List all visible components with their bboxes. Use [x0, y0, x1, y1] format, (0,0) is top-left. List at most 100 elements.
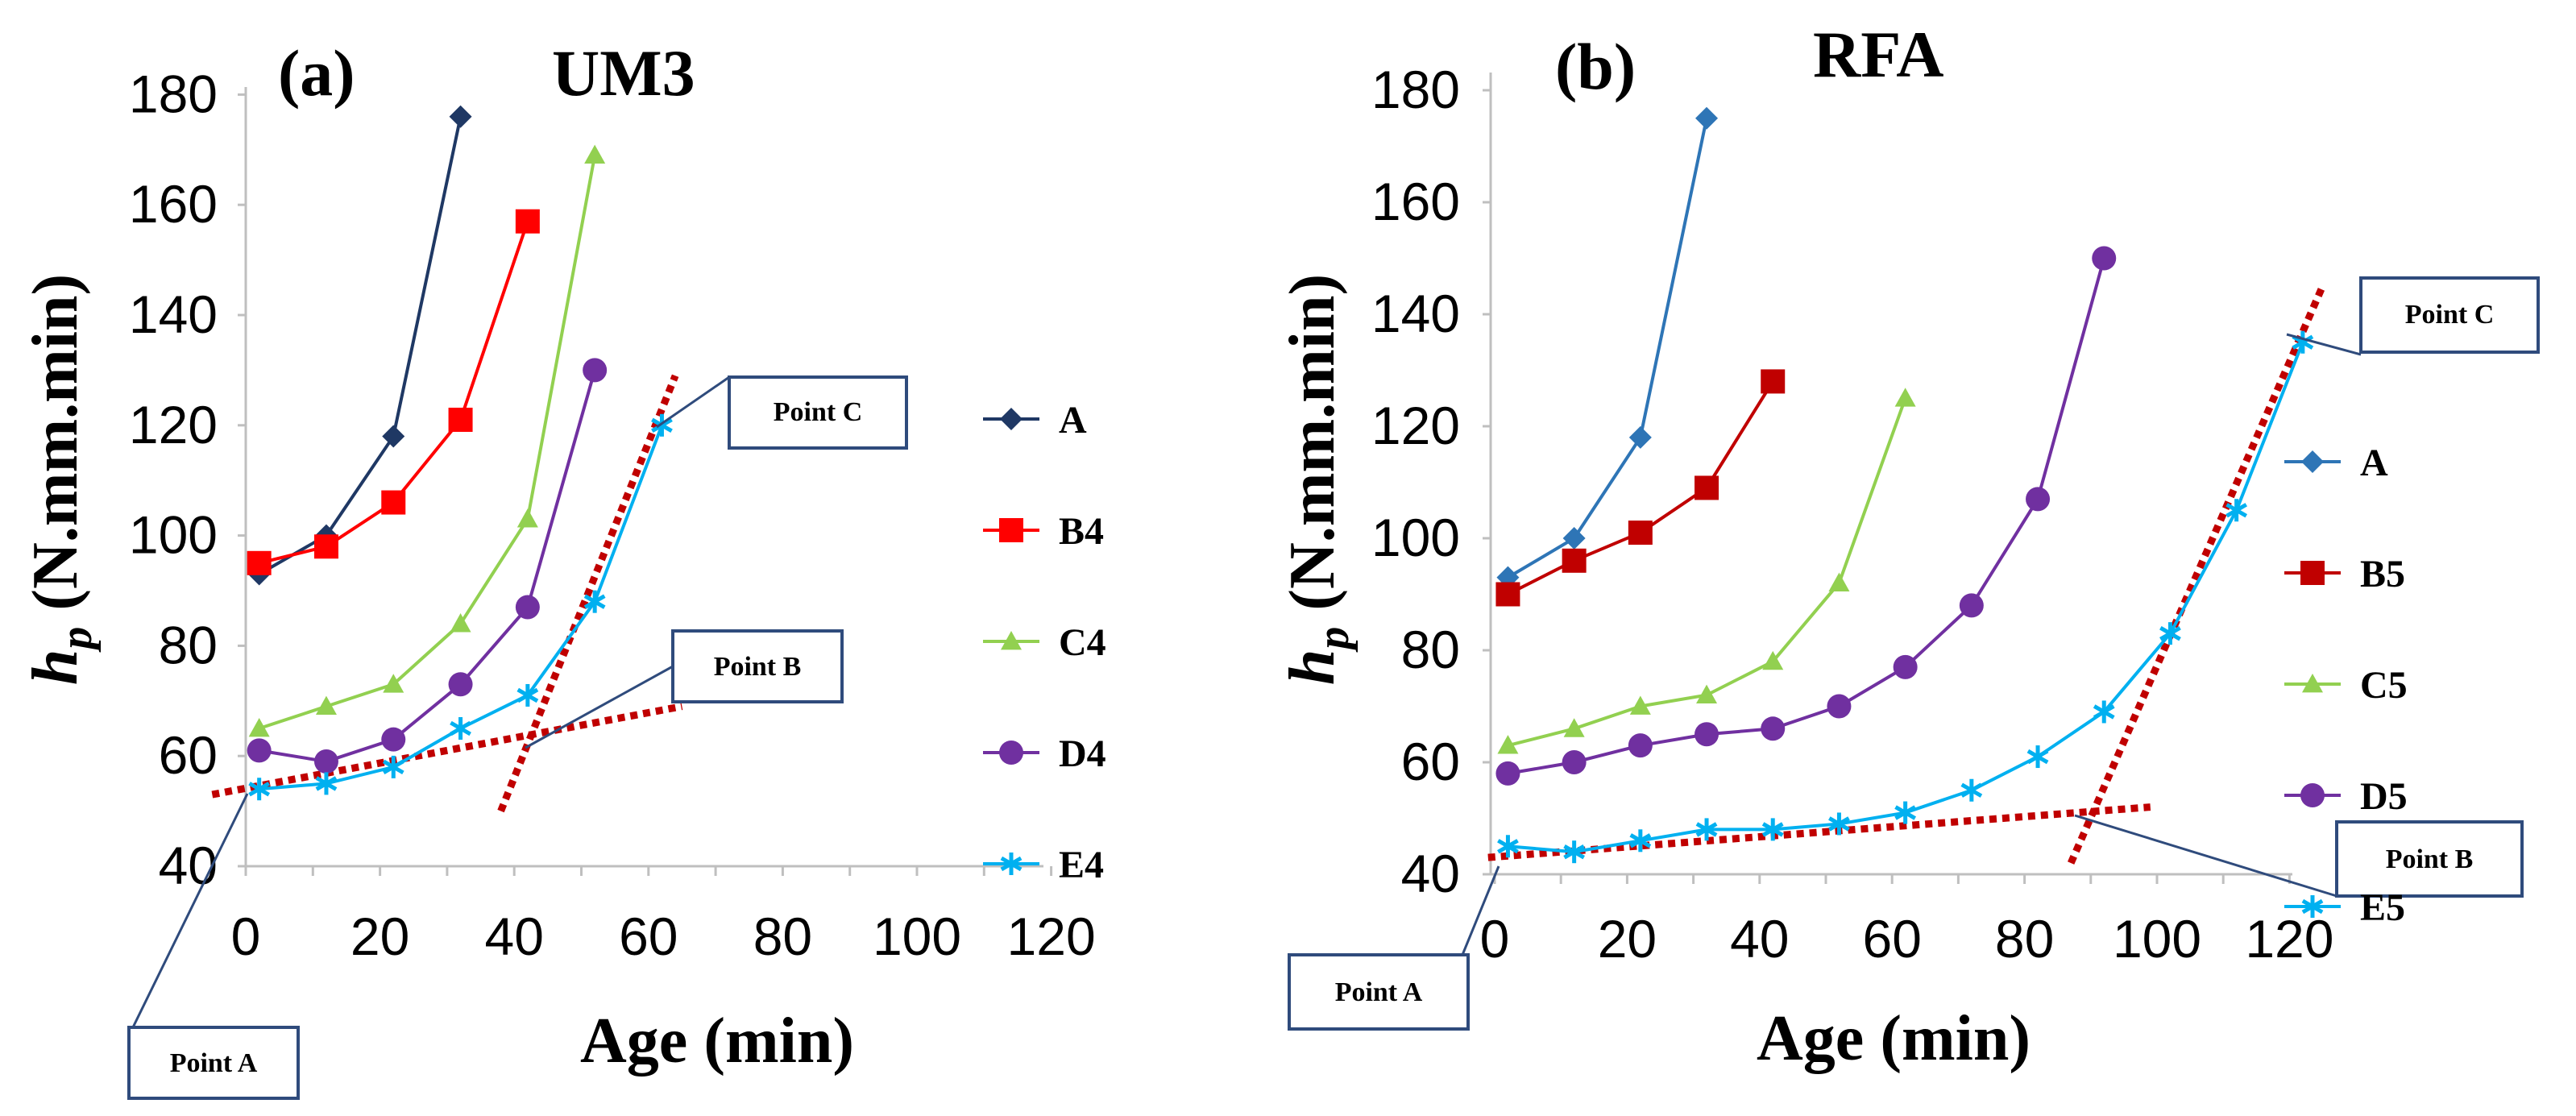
- callout-leader-line: [2074, 814, 2337, 898]
- data-point-e5-b: [1828, 812, 1850, 836]
- data-point-d5-b: [1495, 761, 1520, 786]
- legend-swatch-marker: [1001, 631, 1022, 650]
- data-point-d5-b: [2092, 246, 2117, 271]
- legend-swatch-marker: [999, 518, 1023, 542]
- x-tick-label-b: 20: [1598, 909, 1657, 969]
- data-point-e5-b: [1497, 835, 1519, 858]
- data-point-e5-b: [1960, 778, 1983, 802]
- x-axis-title-a: Age (min): [580, 1006, 854, 1077]
- data-point-a-a: [449, 105, 472, 128]
- callout-box: [671, 629, 844, 703]
- series-d5-b: [1495, 246, 2117, 786]
- callout-box: [2359, 276, 2540, 354]
- data-point-b4-a: [515, 209, 540, 234]
- data-point-e4-a: [450, 717, 471, 740]
- data-point-a-b: [1562, 527, 1586, 550]
- data-point-e4-a: [516, 683, 539, 707]
- y-tick-label-b: 140: [1371, 284, 1460, 343]
- data-point-e5-b: [2225, 499, 2248, 522]
- data-point-c5-b: [1696, 684, 1718, 703]
- series-b: [1495, 106, 2314, 864]
- data-point-b4-a: [247, 550, 272, 575]
- legend-item-b4-a: B4: [983, 510, 1104, 553]
- data-point-a-b: [1695, 106, 1719, 130]
- legend-label: B4: [1059, 510, 1104, 553]
- trend-line-a-2: [497, 374, 679, 813]
- callout-leader-line: [1461, 865, 1500, 956]
- data-point-d5-b: [1695, 722, 1719, 747]
- callout-label: Point B: [714, 652, 802, 682]
- data-point-b4-a: [313, 534, 338, 559]
- axes-a: 40 60 80 100 120 140 160 180 0 20 40 60 80 100 120: [129, 64, 1096, 966]
- data-point-d4-a: [583, 358, 608, 383]
- y-axis-title-main-a: h: [20, 649, 91, 686]
- data-point-b5-b: [1562, 548, 1587, 573]
- y-tick-label-b: 120: [1371, 396, 1460, 455]
- data-point-e4-a: [315, 772, 338, 795]
- data-point-e5-b: [1629, 829, 1652, 853]
- data-point-e4-a: [248, 778, 271, 801]
- series-a-b: [1496, 106, 1719, 589]
- data-point-e4-a: [651, 413, 673, 437]
- data-point-c4-a: [516, 508, 538, 528]
- callouts-b: Point A Point B Point C: [1288, 276, 2540, 1031]
- x-tick-label-b: 0: [1480, 909, 1510, 969]
- callout-point-b-a: Point B: [525, 629, 844, 749]
- series-b5-b: [1495, 369, 1786, 607]
- x-tick-label-a: 80: [753, 906, 812, 966]
- legend-label: E5: [2360, 886, 2405, 929]
- y-tick-label-b: 160: [1371, 172, 1460, 231]
- legend-label: D5: [2360, 775, 2408, 818]
- legend-item-e4-a: E4: [983, 844, 1104, 886]
- y-tick-label-b: 60: [1401, 732, 1460, 791]
- callout-box: [728, 375, 908, 450]
- x-tick-label-a: 60: [619, 906, 678, 966]
- x-tick-label-b: 60: [1862, 909, 1921, 969]
- data-point-c5-b: [1828, 572, 1850, 591]
- data-point-d4-a: [448, 672, 473, 697]
- data-point-d4-a: [247, 738, 272, 763]
- x-tick-label-a: 40: [484, 906, 543, 966]
- data-point-c4-a: [383, 674, 404, 693]
- callout-point-a-b: Point A: [1288, 865, 1500, 1031]
- callout-box: [127, 1026, 300, 1100]
- data-point-b4-a: [448, 407, 473, 432]
- y-tick-label-a: 180: [129, 64, 218, 123]
- data-point-c5-b: [1894, 388, 1916, 407]
- series-b4-a: [247, 209, 540, 575]
- callout-leader-line: [656, 375, 730, 429]
- x-tick-label-a: 120: [1007, 906, 1096, 966]
- legend-swatch-marker: [2301, 895, 2324, 918]
- data-point-d5-b: [1562, 750, 1587, 774]
- x-axis-title-b: Age (min): [1757, 1003, 2031, 1074]
- x-tick-label-b: 120: [2245, 909, 2333, 969]
- series-line-d5-b: [1508, 257, 2106, 775]
- axes-b: 40 60 80 100 120 140 160 180 0 20 40 60 80 100 120: [1371, 60, 2334, 969]
- data-point-d5-b: [1628, 733, 1653, 758]
- y-axis-title-b: hp (N.mm.min): [1277, 274, 1359, 685]
- data-point-b5-b: [1695, 475, 1719, 500]
- series-d4-a: [247, 358, 608, 774]
- y-tick-label-a: 100: [129, 505, 218, 565]
- series-line-a-b: [1507, 118, 1708, 579]
- data-point-b4-a: [381, 490, 406, 515]
- data-point-a-a: [382, 425, 405, 448]
- y-tick-label-b: 80: [1401, 620, 1460, 679]
- legend-swatch-marker: [2301, 450, 2324, 473]
- data-point-e5-b: [1761, 818, 1784, 841]
- data-point-c5-b: [1762, 650, 1784, 670]
- data-point-e4-a: [583, 590, 606, 613]
- callout-label: Point B: [2386, 844, 2474, 874]
- legend-item-c4-a: C4: [983, 621, 1106, 664]
- series-a: [247, 105, 673, 801]
- series-a-a: [247, 105, 472, 586]
- panel-title-a: UM3: [552, 36, 695, 110]
- legend-item-d5-b: D5: [2284, 775, 2408, 818]
- callout-point-c-a: Point C: [656, 375, 908, 450]
- x-tick-label-a: 20: [351, 906, 409, 966]
- callout-label: Point A: [170, 1048, 258, 1078]
- legend-swatch-marker: [2300, 561, 2325, 585]
- data-point-c5-b: [1563, 718, 1585, 737]
- y-tick-label-a: 120: [129, 395, 218, 454]
